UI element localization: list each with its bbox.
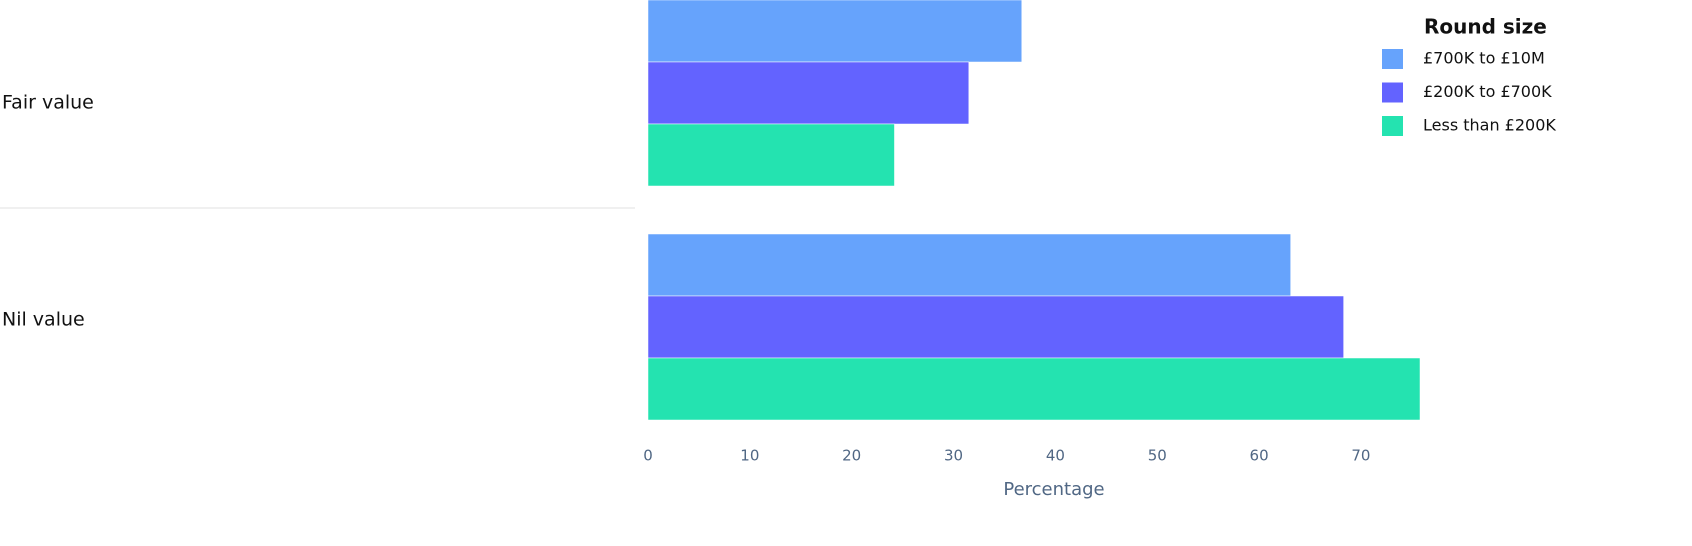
bar xyxy=(647,295,1344,359)
x-tick-label: 70 xyxy=(1351,447,1370,465)
legend-label: £200K to £700K xyxy=(1423,82,1552,101)
legend-title: Round size xyxy=(1424,15,1547,39)
y-tick-label: Nil value xyxy=(2,309,85,331)
legend-label: £700K to £10M xyxy=(1423,49,1545,68)
legend-swatch xyxy=(1382,49,1403,69)
bar xyxy=(647,0,1023,63)
legend-swatch xyxy=(1382,116,1403,136)
bar xyxy=(647,61,970,125)
x-tick-label: 20 xyxy=(842,447,861,465)
x-tick-label: 30 xyxy=(944,447,963,465)
x-tick-label: 50 xyxy=(1148,447,1167,465)
legend-swatch xyxy=(1382,82,1403,103)
x-axis-title: Percentage xyxy=(1003,479,1104,500)
x-tick-label: 10 xyxy=(740,447,759,465)
bar xyxy=(647,233,1291,297)
y-tick-label: Fair value xyxy=(2,92,94,114)
bar xyxy=(647,123,895,187)
x-tick-label: 0 xyxy=(643,447,653,465)
x-tick-label: 40 xyxy=(1046,447,1065,465)
legend-label: Less than £200K xyxy=(1423,116,1556,135)
x-tick-label: 60 xyxy=(1250,447,1269,465)
bar xyxy=(647,357,1421,421)
